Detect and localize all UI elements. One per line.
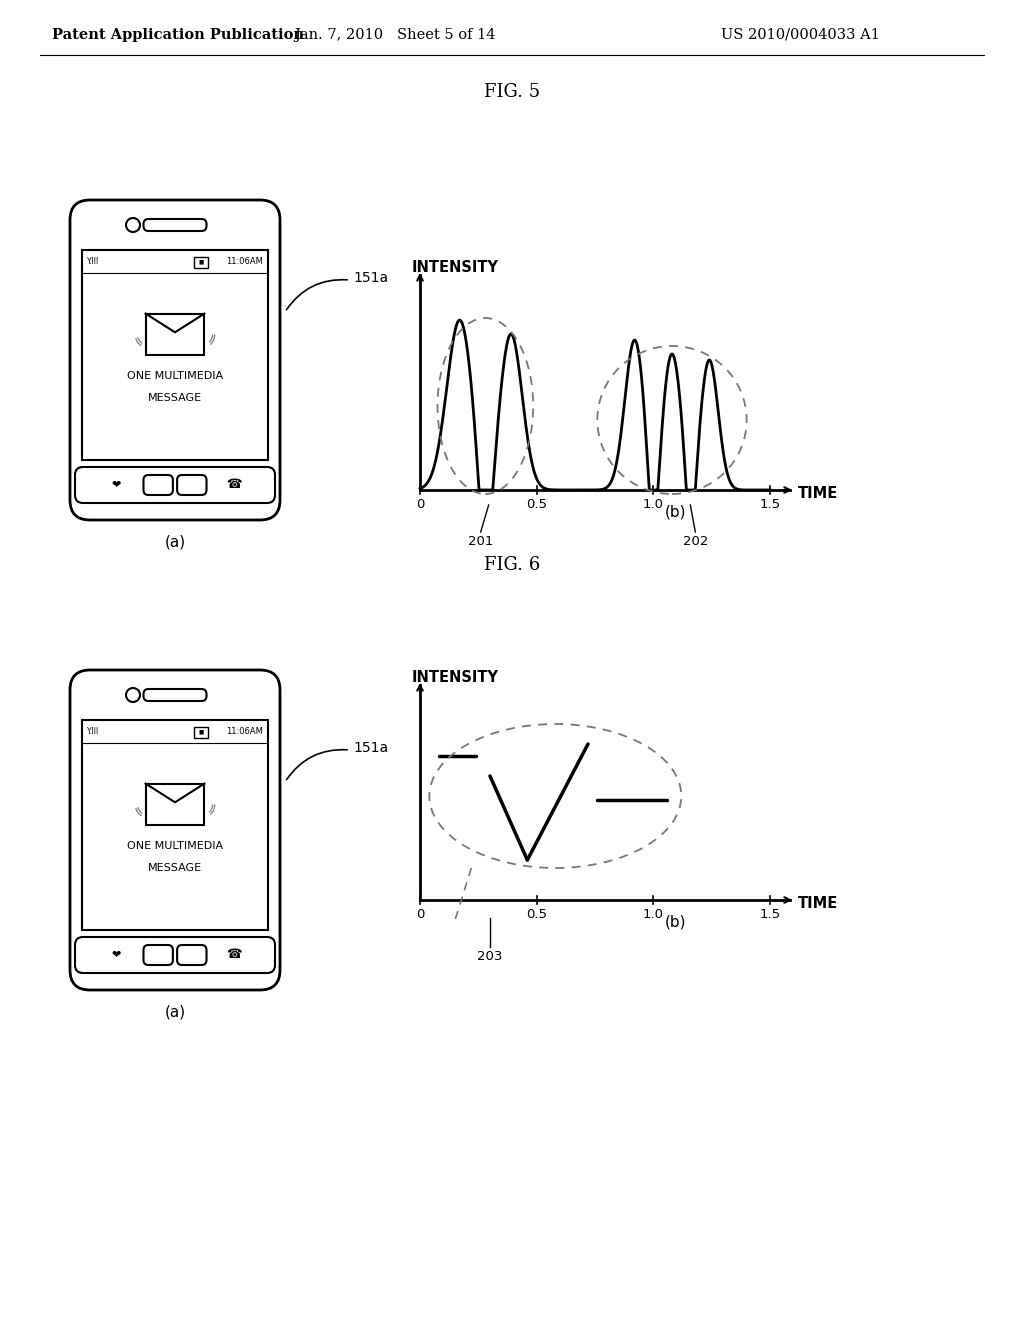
- Text: 0: 0: [416, 498, 424, 511]
- Text: 11:06AM: 11:06AM: [226, 727, 263, 737]
- Text: (a): (a): [165, 1005, 185, 1019]
- Text: 203: 203: [477, 950, 503, 964]
- FancyBboxPatch shape: [143, 219, 207, 231]
- Text: FIG. 5: FIG. 5: [484, 83, 540, 102]
- Text: ■: ■: [199, 729, 204, 734]
- FancyBboxPatch shape: [82, 249, 268, 459]
- FancyBboxPatch shape: [177, 475, 207, 495]
- FancyBboxPatch shape: [177, 945, 207, 965]
- Text: 11:06AM: 11:06AM: [226, 257, 263, 267]
- Text: 1.0: 1.0: [643, 498, 664, 511]
- Text: Y.III: Y.III: [87, 257, 99, 267]
- Text: (a): (a): [165, 535, 185, 549]
- Text: 1.5: 1.5: [760, 498, 780, 511]
- Text: TIME: TIME: [798, 486, 839, 500]
- Text: 1.0: 1.0: [643, 908, 664, 921]
- FancyBboxPatch shape: [75, 937, 275, 973]
- Text: Patent Application Publication: Patent Application Publication: [52, 28, 304, 42]
- FancyBboxPatch shape: [70, 671, 280, 990]
- Text: ☎: ☎: [226, 949, 242, 961]
- Text: 151a: 151a: [353, 271, 388, 285]
- Text: INTENSITY: INTENSITY: [412, 260, 499, 276]
- Text: MESSAGE: MESSAGE: [147, 393, 202, 404]
- Text: MESSAGE: MESSAGE: [147, 863, 202, 874]
- Circle shape: [126, 218, 140, 232]
- Circle shape: [126, 688, 140, 702]
- Text: Jan. 7, 2010   Sheet 5 of 14: Jan. 7, 2010 Sheet 5 of 14: [294, 28, 496, 42]
- FancyBboxPatch shape: [143, 689, 207, 701]
- Text: 0: 0: [416, 908, 424, 921]
- FancyBboxPatch shape: [194, 256, 208, 268]
- FancyBboxPatch shape: [82, 719, 268, 931]
- Text: 201: 201: [468, 535, 494, 548]
- FancyBboxPatch shape: [145, 314, 205, 355]
- Text: (b): (b): [665, 504, 686, 520]
- Text: ❤: ❤: [112, 480, 121, 490]
- Text: 0.5: 0.5: [526, 498, 547, 511]
- Text: INTENSITY: INTENSITY: [412, 671, 499, 685]
- Text: 0.5: 0.5: [526, 908, 547, 921]
- Text: ONE MULTIMEDIA: ONE MULTIMEDIA: [127, 841, 223, 851]
- FancyBboxPatch shape: [143, 475, 173, 495]
- Text: 151a: 151a: [353, 741, 388, 755]
- Text: Y.III: Y.III: [87, 727, 99, 737]
- Text: 1.5: 1.5: [760, 908, 780, 921]
- FancyBboxPatch shape: [145, 784, 205, 825]
- FancyBboxPatch shape: [70, 201, 280, 520]
- FancyBboxPatch shape: [75, 467, 275, 503]
- Text: ❤: ❤: [112, 950, 121, 960]
- FancyBboxPatch shape: [194, 726, 208, 738]
- Text: (b): (b): [665, 915, 686, 929]
- Text: FIG. 6: FIG. 6: [484, 556, 540, 574]
- Text: ■: ■: [199, 259, 204, 264]
- Text: ☎: ☎: [226, 479, 242, 491]
- Text: US 2010/0004033 A1: US 2010/0004033 A1: [721, 28, 880, 42]
- Text: ONE MULTIMEDIA: ONE MULTIMEDIA: [127, 371, 223, 381]
- Text: 202: 202: [683, 535, 708, 548]
- FancyBboxPatch shape: [143, 945, 173, 965]
- Text: TIME: TIME: [798, 895, 839, 911]
